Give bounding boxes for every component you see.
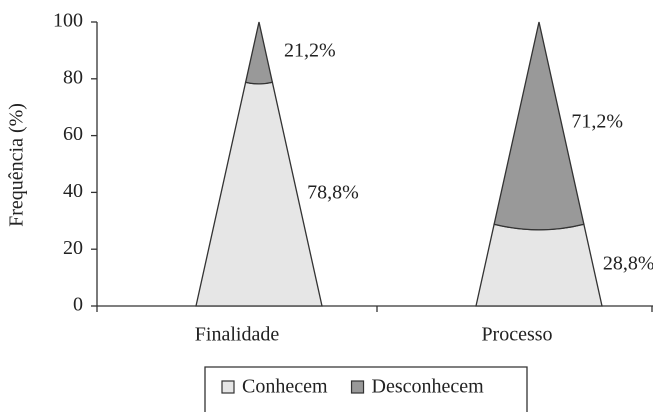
y-tick-label: 100 <box>53 10 83 32</box>
data-label: 21,2% <box>284 40 336 62</box>
y-tick-label: 80 <box>63 66 83 88</box>
legend-label: Desconhecem <box>372 376 485 398</box>
x-tick-label: Finalidade <box>195 324 280 346</box>
cone-segment <box>195 81 323 307</box>
legend-swatch <box>350 380 365 394</box>
data-label: 71,2% <box>571 111 623 133</box>
x-tick-label: Processo <box>481 324 552 346</box>
cone-segment <box>493 21 585 231</box>
y-tick-label: 40 <box>63 180 83 202</box>
cone-segment <box>475 223 603 307</box>
y-tick-label: 0 <box>73 294 83 316</box>
data-label: 78,8% <box>307 182 359 204</box>
legend-label: Conhecem <box>242 376 328 398</box>
cone-segment <box>244 21 274 85</box>
y-tick-label: 60 <box>63 123 83 145</box>
y-axis-label: Frequência (%) <box>6 103 28 227</box>
data-label: 28,8% <box>603 253 653 275</box>
legend-swatch <box>221 380 235 394</box>
y-tick-label: 20 <box>63 237 83 259</box>
legend-frame <box>204 366 528 412</box>
